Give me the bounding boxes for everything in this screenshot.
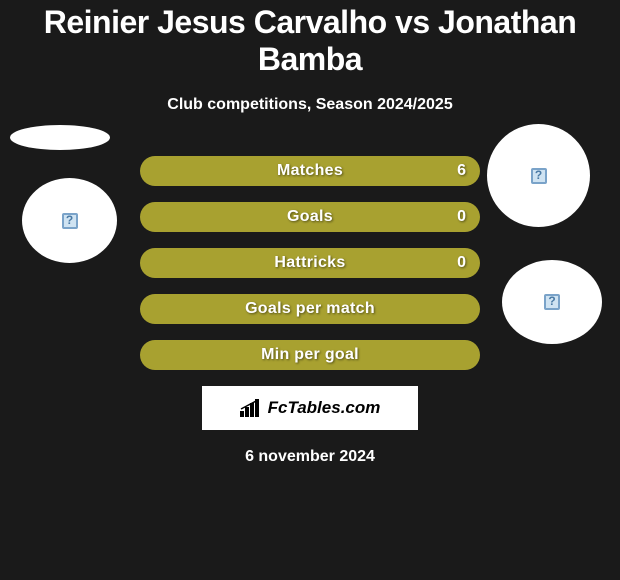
stat-value-right: 0 xyxy=(457,208,466,226)
placeholder-image-icon xyxy=(544,294,560,310)
stat-label: Goals xyxy=(287,208,333,226)
stat-label: Min per goal xyxy=(261,346,359,364)
brand-text: FcTables.com xyxy=(268,398,381,418)
stat-row-goals-per-match: Goals per match xyxy=(140,294,480,324)
decoration-ellipse xyxy=(10,125,110,150)
stat-row-goals: Goals 0 xyxy=(140,202,480,232)
brand-link[interactable]: FcTables.com xyxy=(202,386,418,430)
club-right-logo xyxy=(502,260,602,344)
player-right-avatar xyxy=(487,124,590,227)
placeholder-image-icon xyxy=(531,168,547,184)
stat-row-hattricks: Hattricks 0 xyxy=(140,248,480,278)
stat-value-right: 6 xyxy=(457,162,466,180)
bar-chart-icon xyxy=(240,399,262,417)
player-left-avatar xyxy=(22,178,117,263)
page-title: Reinier Jesus Carvalho vs Jonathan Bamba xyxy=(0,4,620,78)
stat-label: Matches xyxy=(277,162,343,180)
placeholder-image-icon xyxy=(62,213,78,229)
stat-label: Goals per match xyxy=(245,300,375,318)
stat-row-min-per-goal: Min per goal xyxy=(140,340,480,370)
stat-value-right: 0 xyxy=(457,254,466,272)
stat-label: Hattricks xyxy=(274,254,345,272)
subtitle: Club competitions, Season 2024/2025 xyxy=(0,96,620,114)
stat-row-matches: Matches 6 xyxy=(140,156,480,186)
date-text: 6 november 2024 xyxy=(0,448,620,466)
